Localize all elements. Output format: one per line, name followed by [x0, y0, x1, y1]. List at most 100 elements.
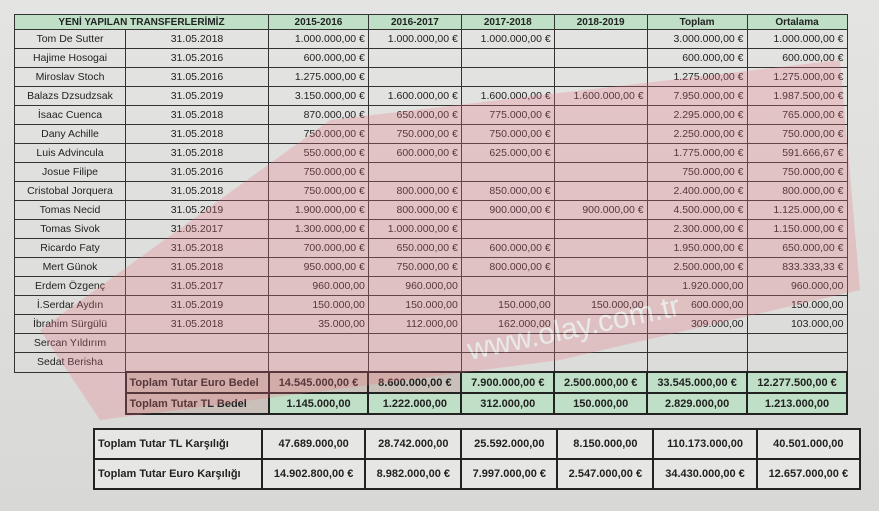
contract-end-date — [125, 333, 269, 353]
value-cell: 600.000,00 € — [646, 48, 748, 68]
value-cell: 1.600.000,00 € — [367, 86, 462, 106]
value-cell: 960.000,00 — [367, 276, 462, 296]
player-name: Ricardo Faty — [14, 238, 126, 258]
value-cell — [367, 333, 462, 353]
contract-end-date: 31.05.2018 — [125, 314, 269, 334]
value-cell: 600.000,00 € — [746, 48, 848, 68]
table-row: İbrahim Sürgülü 31.05.2018 35.000,00 112.0… — [14, 314, 848, 334]
col-header: 2016-2017 — [367, 14, 462, 30]
value-cell: 1.000.000,00 € — [367, 29, 462, 49]
value-cell: 1.000.000,00 € — [460, 29, 555, 49]
value-cell: 625.000,00 € — [460, 143, 555, 163]
contract-end-date: 31.05.2019 — [125, 295, 269, 315]
summary-value: 8.982.000,00 € — [364, 458, 463, 490]
table-row: İ.Serdar Aydın 31.05.2019 150.000,00 150.0… — [14, 295, 848, 315]
total-value: 14.545.000,00 € — [267, 371, 370, 394]
value-cell: 1.775.000,00 € — [646, 143, 748, 163]
player-name: Tomas Necid — [14, 200, 126, 220]
player-name: Tom De Sutter — [14, 29, 126, 49]
value-cell: 750.000,00 € — [746, 124, 848, 144]
value-cell: 7.950.000,00 € — [646, 86, 748, 106]
contract-end-date: 31.05.2016 — [125, 162, 269, 182]
contract-end-date: 31.05.2018 — [125, 143, 269, 163]
transfers-table: YENİ YAPILAN TRANSFERLERİMİZ 2015-2016 2… — [14, 14, 848, 415]
value-cell: 2.250.000,00 € — [646, 124, 748, 144]
value-cell: 309.000,00 — [646, 314, 748, 334]
value-cell: 2.400.000,00 € — [646, 181, 748, 201]
contract-end-date: 31.05.2018 — [125, 105, 269, 125]
total-value: 12.277.500,00 € — [746, 371, 848, 394]
table-row: Tom De Sutter 31.05.2018 1.000.000,00 €1.… — [14, 29, 848, 49]
player-name: Luis Advincula — [14, 143, 126, 163]
value-cell — [367, 162, 462, 182]
contract-end-date — [125, 352, 269, 373]
total-value: 2.829.000,00 — [646, 392, 749, 415]
player-name: Tomas Sivok — [14, 219, 126, 239]
total-value: 8.600.000,00 € — [367, 371, 463, 394]
value-cell — [460, 219, 555, 239]
table-row: Luis Advincula 31.05.2018 550.000,00 €600… — [14, 143, 848, 163]
value-cell: 3.150.000,00 € — [268, 86, 369, 106]
blank-cell — [15, 372, 126, 393]
value-cell — [553, 181, 648, 201]
value-cell — [553, 105, 648, 125]
totals-label: Toplam Tutar TL Bedel — [124, 392, 270, 415]
value-cell — [367, 67, 462, 87]
table-row: Sercan Yıldırım — [14, 333, 848, 353]
value-cell: 800.000,00 € — [460, 257, 555, 277]
value-cell: 750.000,00 € — [268, 124, 369, 144]
value-cell — [553, 352, 648, 373]
value-cell — [460, 67, 555, 87]
summary-value: 25.592.000,00 — [460, 428, 559, 460]
summary-value: 40.501.000,00 — [755, 428, 862, 460]
player-name: Sedat Berisha — [14, 352, 126, 373]
summary-value: 7.997.000,00 € — [460, 458, 559, 490]
player-name: Miroslav Stoch — [14, 67, 126, 87]
col-header: Ortalama — [746, 14, 848, 30]
value-cell — [746, 333, 848, 353]
value-cell: 750.000,00 € — [268, 162, 369, 182]
player-name: İsaac Cuenca — [14, 105, 126, 125]
value-cell: 591.666,67 € — [746, 143, 848, 163]
table-row: Hajime Hosogai 31.05.2016 600.000,00 €600… — [14, 48, 848, 68]
value-cell: 1.920.000,00 — [646, 276, 748, 296]
value-cell: 600.000,00 € — [460, 238, 555, 258]
total-value: 312.000,00 — [460, 392, 556, 415]
summary-value: 34.430.000,00 € — [652, 458, 758, 490]
value-cell: 150.000,00 — [553, 295, 648, 315]
value-cell — [553, 29, 648, 49]
table-row: Dany Achille 31.05.2018 750.000,00 €750.0… — [14, 124, 848, 144]
totals-row: Toplam Tutar Euro Bedel 14.545.000,00 €8.… — [15, 371, 848, 394]
value-cell — [553, 124, 648, 144]
value-cell: 600.000,00 € — [268, 48, 369, 68]
contract-end-date: 31.05.2017 — [125, 219, 269, 239]
table-row: Balazs Dzsudzsak 31.05.2019 3.150.000,00 … — [14, 86, 848, 106]
table-row: Miroslav Stoch 31.05.2016 1.275.000,00 €1… — [14, 67, 848, 87]
player-name: İbrahim Sürgülü — [14, 314, 126, 334]
value-cell: 1.275.000,00 € — [268, 67, 369, 87]
contract-end-date: 31.05.2016 — [125, 67, 269, 87]
total-value: 1.222.000,00 — [367, 392, 463, 415]
player-name: Hajime Hosogai — [14, 48, 126, 68]
table-row: Cristobal Jorquera 31.05.2018 750.000,00 … — [14, 181, 848, 201]
table-row: Josue Filipe 31.05.2016 750.000,00 €750.0… — [14, 162, 848, 182]
value-cell: 162.000,00 — [460, 314, 555, 334]
value-cell: 112.000,00 — [367, 314, 462, 334]
contract-end-date: 31.05.2018 — [125, 257, 269, 277]
value-cell: 35.000,00 — [268, 314, 369, 334]
value-cell — [553, 276, 648, 296]
value-cell: 650.000,00 € — [746, 238, 848, 258]
summary-table: Toplam Tutar TL Karşılığı 47.689.000,00 28… — [93, 428, 862, 490]
table-row: İsaac Cuenca 31.05.2018 870.000,00 €650.0… — [14, 105, 848, 125]
value-cell — [367, 352, 462, 373]
value-cell: 150.000,00 — [367, 295, 462, 315]
value-cell: 103.000,00 — [746, 314, 848, 334]
contract-end-date: 31.05.2017 — [125, 276, 269, 296]
total-value: 1.145.000,00 — [267, 392, 370, 415]
contract-end-date: 31.05.2019 — [125, 86, 269, 106]
col-header: 2015-2016 — [268, 14, 369, 30]
table-row: Sedat Berisha — [14, 352, 848, 373]
col-header: 2017-2018 — [460, 14, 555, 30]
value-cell: 800.000,00 € — [746, 181, 848, 201]
value-cell: 2.295.000,00 € — [646, 105, 748, 125]
